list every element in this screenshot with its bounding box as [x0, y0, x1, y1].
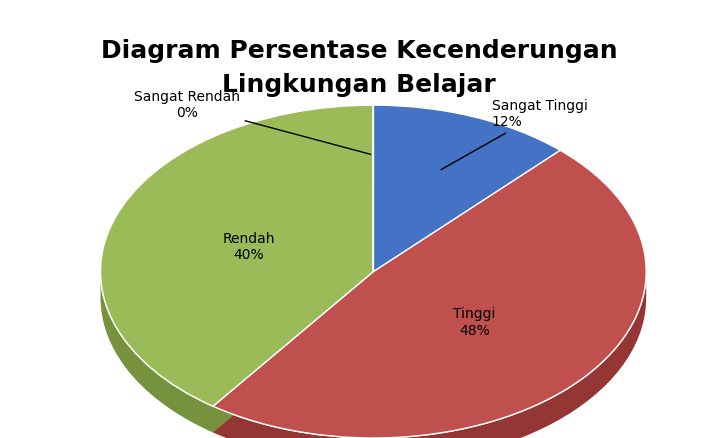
Polygon shape [213, 272, 373, 432]
Text: Sangat Rendah
0%: Sangat Rendah 0% [134, 90, 370, 154]
Text: Tinggi
48%: Tinggi 48% [453, 307, 495, 338]
Text: Rendah
40%: Rendah 40% [223, 232, 275, 262]
Polygon shape [213, 272, 646, 438]
Wedge shape [373, 105, 560, 272]
Polygon shape [101, 272, 213, 432]
Text: Sangat Tinggi
12%: Sangat Tinggi 12% [441, 99, 588, 170]
Wedge shape [213, 150, 646, 438]
Text: Diagram Persentase Kecenderungan
Lingkungan Belajar: Diagram Persentase Kecenderungan Lingkun… [101, 39, 617, 97]
Wedge shape [373, 105, 560, 272]
Polygon shape [213, 272, 373, 432]
Wedge shape [213, 150, 646, 438]
Wedge shape [101, 105, 373, 406]
Wedge shape [101, 105, 373, 406]
